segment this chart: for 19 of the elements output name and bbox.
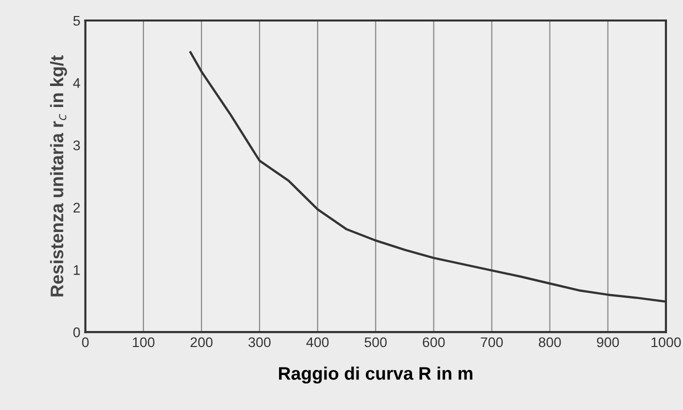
y-tick-label: 0 [73, 327, 80, 338]
y-tick-label: 3 [73, 140, 80, 150]
x-tick-label: 600 [422, 337, 445, 348]
x-tick-label: 300 [248, 337, 271, 348]
y-axis-title: Resistenza unitaria r$_{c}$ in kg/t [50, 55, 67, 296]
x-tick-label: 900 [596, 337, 619, 348]
x-tick-label: 400 [306, 337, 329, 348]
x-axis-title: Raggio di curva R in m [279, 366, 472, 384]
x-tick-label: 700 [480, 337, 503, 348]
y-tick-label: 2 [73, 202, 80, 212]
x-tick-label: 800 [538, 337, 561, 348]
x-tick-label: 100 [132, 337, 154, 348]
y-tick-label: 1 [74, 265, 80, 275]
y-tick-label: 5 [73, 16, 80, 26]
x-tick-label: 1000 [652, 337, 681, 348]
y-tick-label: 4 [73, 78, 80, 88]
x-tick-label: 0 [82, 337, 89, 348]
x-tick-label: 500 [364, 337, 387, 348]
x-tick-label: 200 [190, 337, 213, 348]
